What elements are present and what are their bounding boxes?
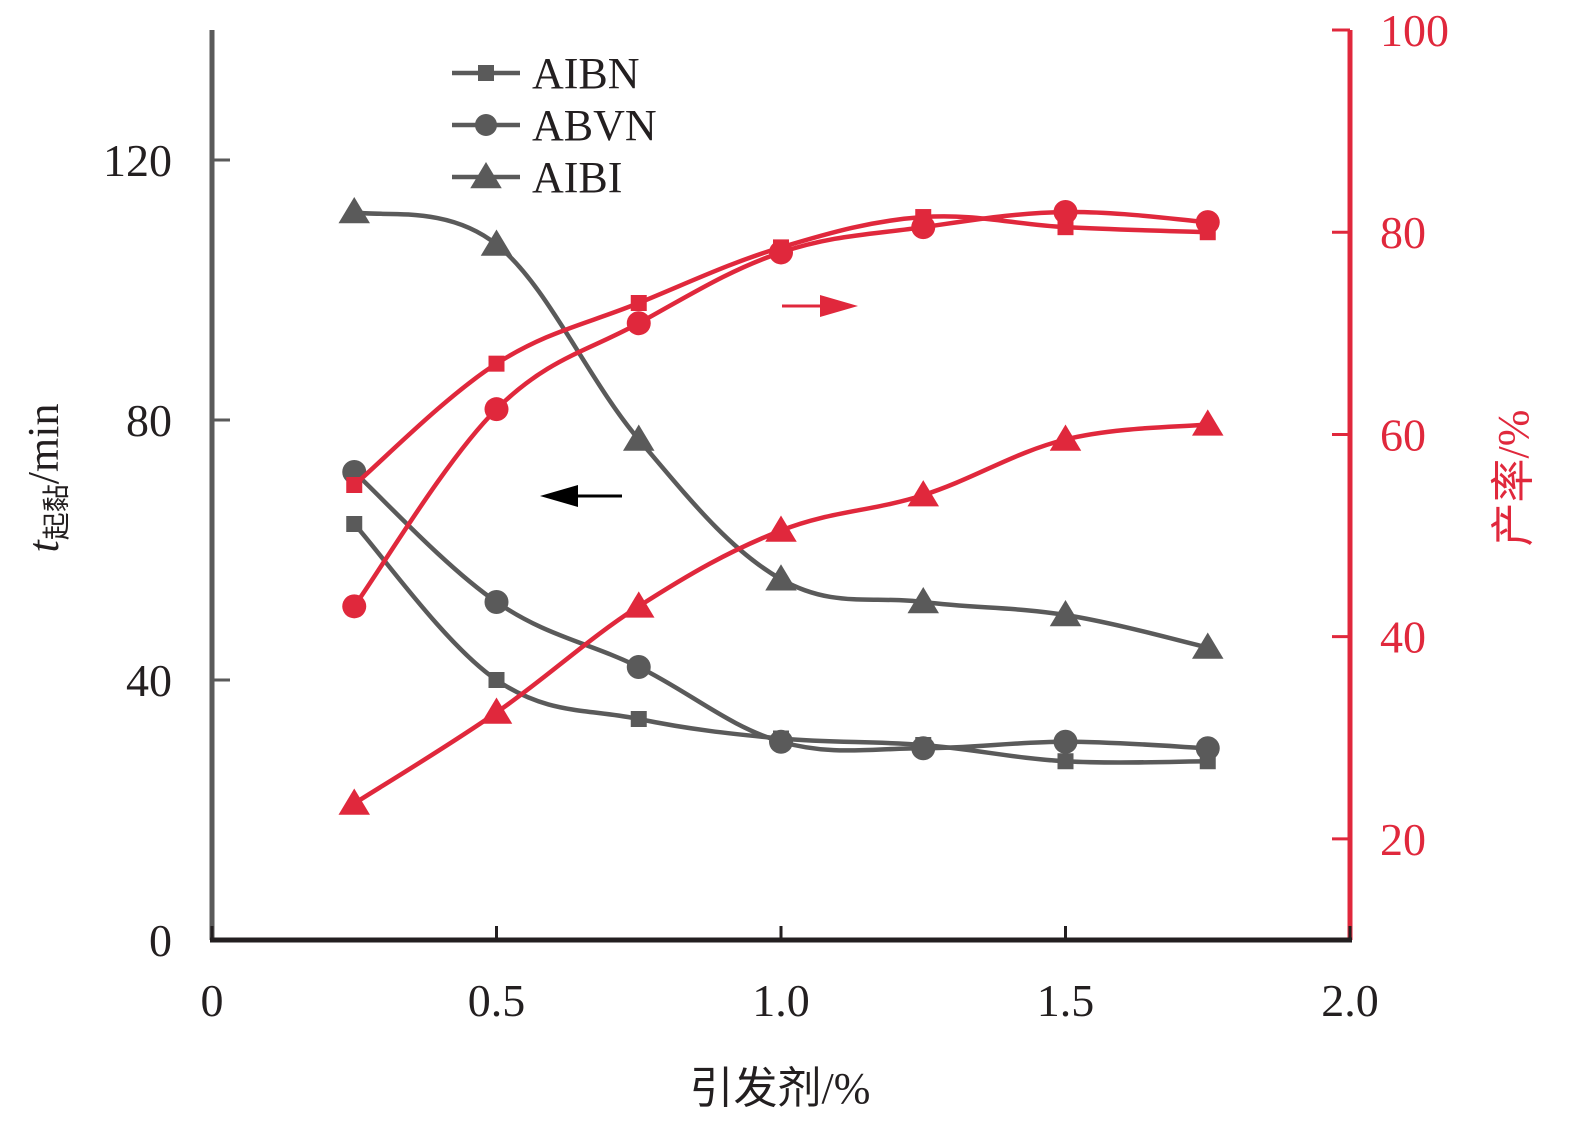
triangle-marker (480, 229, 513, 256)
direction-arrows (540, 295, 858, 507)
triangle-marker (765, 564, 797, 591)
series-line (352, 521, 1210, 765)
left-tick-label: 120 (103, 135, 172, 186)
triangle-marker (338, 788, 370, 815)
square-marker (346, 516, 363, 532)
circle-marker (911, 215, 936, 240)
legend-item-aibi: AIBI (452, 153, 622, 202)
circle-marker (484, 590, 509, 614)
left-y-axis-label: t起黏/min (19, 404, 73, 553)
triangle-marker (907, 480, 939, 507)
x-tick-label: 0 (201, 975, 224, 1026)
x-axis: 0 0.5 1.0 1.5 2.0 (201, 926, 1379, 1026)
square-marker (488, 672, 505, 688)
left-y-axis-symbol: t (19, 538, 68, 552)
circle-marker (626, 655, 651, 679)
left-tick-label: 0 (149, 915, 172, 966)
left-arrow-icon (540, 485, 578, 507)
series-abvn-left (342, 460, 1220, 761)
circle-marker (484, 397, 509, 422)
right-tick-label: 60 (1380, 409, 1426, 460)
legend-item-aibn: AIBN (452, 49, 640, 98)
left-y-axis-unit: /min (19, 404, 68, 485)
square-marker (630, 295, 647, 311)
series-abvn-right (342, 200, 1220, 619)
square-marker (488, 355, 505, 372)
x-axis-label: 引发剂/% (690, 1064, 871, 1113)
square-marker (478, 65, 494, 81)
circle-marker (1195, 210, 1220, 235)
series-aibi-left (338, 197, 1224, 659)
right-tick-label: 40 (1380, 612, 1426, 663)
circle-marker (1053, 729, 1078, 754)
circle-marker (342, 594, 367, 619)
triangle-marker (1192, 632, 1224, 659)
triangle-marker (623, 424, 655, 451)
triangle-marker (1049, 424, 1082, 451)
left-tick-label: 80 (126, 395, 172, 446)
circle-marker (911, 736, 936, 761)
triangle-marker (623, 591, 655, 618)
square-marker (346, 477, 363, 493)
x-tick-label: 1.5 (1037, 975, 1095, 1026)
left-y-axis: 0 40 80 120 (103, 30, 230, 966)
circle-marker (769, 240, 793, 265)
square-marker (630, 711, 647, 727)
triangle-marker (470, 162, 502, 189)
right-tick-label: 20 (1380, 814, 1426, 865)
left-y-axis-subscript: 起黏 (41, 484, 73, 540)
series-aibi-right (338, 409, 1224, 815)
triangle-marker (1049, 600, 1082, 627)
triangle-marker (765, 515, 797, 542)
circle-marker (475, 114, 497, 136)
triangle-marker (1192, 409, 1224, 436)
legend-label: ABVN (532, 101, 657, 150)
x-tick-label: 1.0 (752, 975, 810, 1026)
legend-label: AIBI (532, 153, 622, 202)
circle-marker (1053, 200, 1078, 224)
x-tick-label: 0.5 (468, 975, 526, 1026)
right-tick-label: 100 (1380, 5, 1449, 56)
square-marker (1057, 753, 1074, 770)
series-line (352, 469, 1210, 753)
triangle-marker (907, 587, 939, 614)
right-tick-label: 80 (1380, 207, 1426, 258)
legend-item-abvn: ABVN (452, 101, 657, 150)
series-layer (338, 197, 1224, 815)
left-tick-label: 40 (126, 655, 172, 706)
right-arrow-icon (820, 295, 858, 317)
x-tick-label: 2.0 (1321, 975, 1379, 1026)
legend-label: AIBN (532, 49, 640, 98)
triangle-marker (338, 197, 370, 224)
triangle-marker (480, 697, 513, 724)
circle-marker (626, 311, 651, 336)
circle-marker (769, 729, 793, 754)
right-y-axis-label: 产率/% (1489, 410, 1538, 547)
circle-marker (1195, 736, 1220, 761)
series-line (352, 209, 1210, 609)
right-y-axis: 20 40 60 80 100 (1332, 5, 1449, 940)
